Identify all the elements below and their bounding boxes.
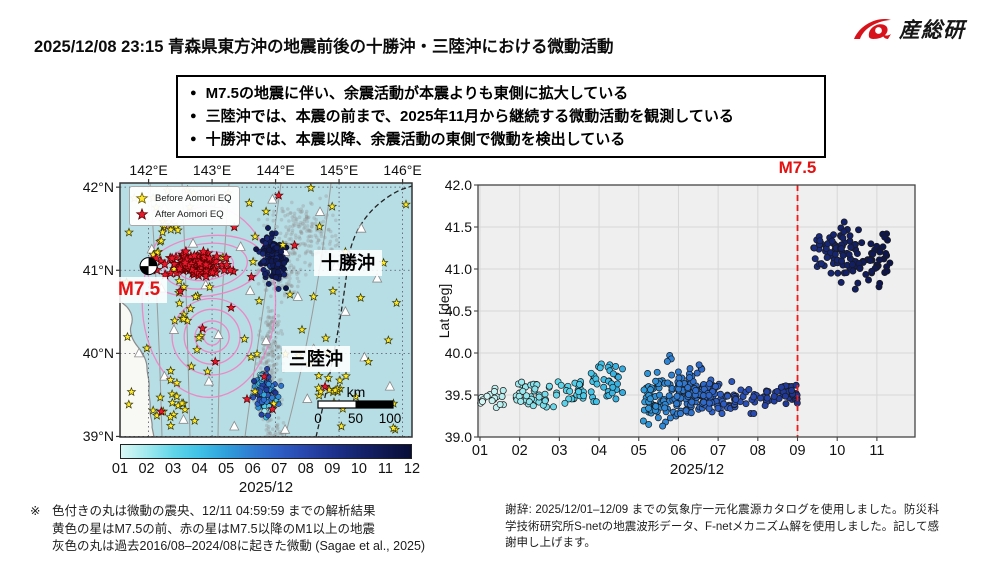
aist-logo: 産総研 xyxy=(852,14,965,44)
summary-bullet-list: M7.5の地震に伴い、余震活動が本震よりも東側に拡大している三陸沖では、本震の前… xyxy=(190,82,812,151)
axis-tick-label: 41.0 xyxy=(444,261,472,277)
latitude-time-plot xyxy=(474,184,916,441)
axis-tick-label: 142°E xyxy=(129,162,168,178)
axis-tick-label: 01 xyxy=(471,443,489,459)
axis-tick-label: 02 xyxy=(511,443,528,459)
svg-text:100: 100 xyxy=(379,411,402,426)
scalebar-unit: km xyxy=(347,384,366,400)
yellow-star-icon xyxy=(135,191,149,204)
summary-bullet: 十勝沖では、本震以降、余震活動の東側で微動を検出している xyxy=(190,128,812,151)
axis-tick-label: 39.0 xyxy=(444,429,472,445)
mainshock-label: M7.5 xyxy=(111,277,168,303)
plot-event-label: M7.5 xyxy=(778,158,817,177)
axis-tick-label: 05 xyxy=(630,443,647,459)
legend-row-after: After Aomori EQ xyxy=(135,206,232,222)
legend-label: After Aomori EQ xyxy=(155,208,224,220)
axis-tick-label: 07 xyxy=(271,461,288,477)
page-title: 2025/12/08 23:15 青森県東方沖の地震前後の十勝沖・三陸沖における… xyxy=(34,38,614,56)
axis-tick-label: 41.5 xyxy=(444,219,472,235)
footnote-line: 黄色の星はM7.5の前、赤の星はM7.5以降のM1以上の地震 xyxy=(52,521,375,536)
legend-row-before: Before Aomori EQ xyxy=(135,190,232,206)
axis-tick-label: 03 xyxy=(165,461,182,477)
region-label-tokachi: 十勝沖 xyxy=(314,250,382,276)
aist-swoosh-icon xyxy=(854,18,891,39)
axis-tick-label: 09 xyxy=(324,461,341,477)
footnote-lines: 色付きの丸は微動の震央、12/11 04:59:59 までの解析結果 黄色の星はM… xyxy=(30,503,500,556)
plot-y-axis-label: Lat [deg] xyxy=(436,283,452,339)
summary-box: M7.5の地震に伴い、余震活動が本震よりも東側に拡大している三陸沖では、本震の前… xyxy=(176,75,826,158)
colorbar-axis-label: 2025/12 xyxy=(238,479,294,496)
axis-tick-label: 145°E xyxy=(319,162,359,178)
axis-tick-label: 40°N xyxy=(82,345,114,362)
footnote-left: ※ 色付きの丸は微動の震央、12/11 04:59:59 までの解析結果 黄色の星… xyxy=(30,503,500,556)
axis-tick-label: 04 xyxy=(191,461,208,477)
axis-tick-label: 05 xyxy=(218,461,235,477)
axis-tick-label: 144°E xyxy=(256,162,295,178)
red-star-icon xyxy=(135,207,149,220)
acknowledgment-text: 謝辞: 2025/12/01–12/09 までの気象庁一元化震源カタログを使用し… xyxy=(505,504,939,549)
axis-tick-label: 06 xyxy=(670,443,687,459)
axis-tick-label: 40.5 xyxy=(444,303,472,319)
summary-bullet: M7.5の地震に伴い、余震活動が本震よりも東側に拡大している xyxy=(190,82,812,105)
axis-tick-label: 02 xyxy=(138,461,155,477)
svg-text:0: 0 xyxy=(314,411,322,426)
axis-tick-label: 04 xyxy=(590,443,608,459)
axis-tick-label: 01 xyxy=(111,461,129,477)
axis-tick-label: 07 xyxy=(710,443,727,459)
footnote-marker: ※ xyxy=(30,504,41,518)
axis-tick-label: 11 xyxy=(377,461,393,477)
svg-text:50: 50 xyxy=(348,411,363,426)
axis-tick-label: 146°E xyxy=(383,162,422,178)
aist-logo-text: 産総研 xyxy=(899,19,965,42)
epicenter-map: km 0 50 100 xyxy=(116,179,413,438)
axis-tick-label: 03 xyxy=(551,443,568,459)
axis-tick-label: 09 xyxy=(789,443,806,459)
axis-tick-label: 143°E xyxy=(192,162,232,178)
axis-tick-label: 12 xyxy=(403,461,421,477)
axis-tick-label: 42.0 xyxy=(444,177,472,193)
axis-tick-label: 11 xyxy=(869,443,885,459)
summary-bullet: 三陸沖では、本震の前まで、2025年11月から継続する微動活動を観測している xyxy=(190,105,812,128)
axis-tick-label: 40.0 xyxy=(444,345,472,361)
axis-tick-label: 06 xyxy=(244,461,261,477)
plot-x-axis-label: 2025/12 xyxy=(669,461,725,478)
map-legend: Before Aomori EQ After Aomori EQ xyxy=(129,186,240,226)
axis-tick-label: 10 xyxy=(350,461,367,477)
axis-tick-label: 39°N xyxy=(82,428,114,445)
axis-tick-label: 42°N xyxy=(82,179,114,196)
date-colorbar xyxy=(120,444,412,459)
legend-label: Before Aomori EQ xyxy=(155,192,232,204)
axis-tick-label: 08 xyxy=(297,461,314,477)
footnote-line: 色付きの丸は微動の震央、12/11 04:59:59 までの解析結果 xyxy=(52,504,376,518)
axis-tick-label: 39.5 xyxy=(444,387,472,403)
axis-tick-label: 08 xyxy=(749,443,766,459)
region-label-sanriku: 三陸沖 xyxy=(282,346,350,372)
footnote-line: 灰色の丸は過去2016/08–2024/08に起きた微動 (Sagae et a… xyxy=(52,539,426,553)
axis-tick-label: 10 xyxy=(829,443,846,459)
axis-tick-label: 41°N xyxy=(82,262,114,279)
